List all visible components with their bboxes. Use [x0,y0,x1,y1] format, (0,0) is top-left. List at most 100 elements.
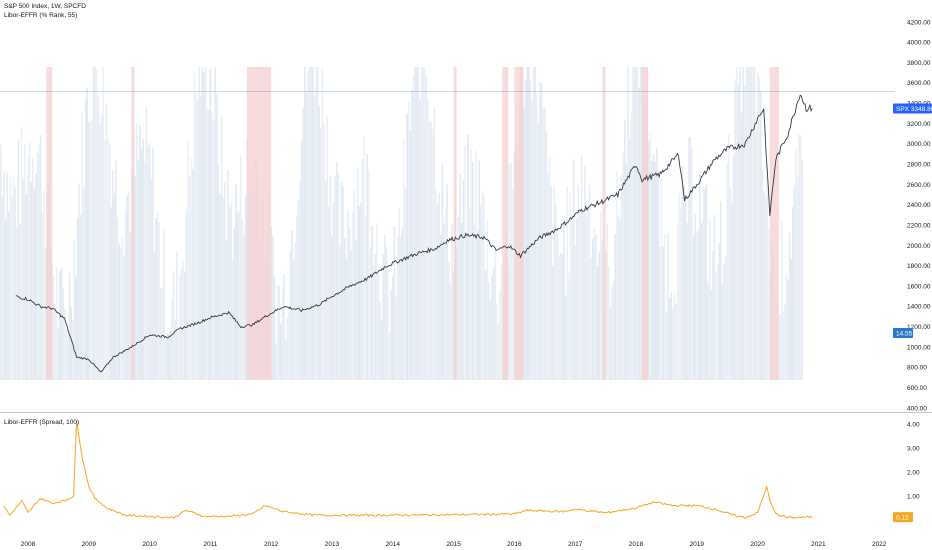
rank-column [342,186,344,380]
rank-column [688,136,690,380]
rank-column [284,340,287,380]
rank-column [100,113,103,380]
rank-column [532,67,535,380]
price-axis-tick: 2400.00 [907,202,931,209]
rank-column [393,226,396,380]
rank-column [640,67,642,380]
rank-column [104,141,106,380]
rank-column [449,285,452,380]
rank-column [654,161,656,380]
rank-column [65,329,68,380]
rank-column [160,287,162,380]
rank-column [736,67,738,380]
rank-column [480,204,482,380]
time-x-axis[interactable]: 2008 2009 2010 2011 2012 2013 2014 2015 2016 2017… [21,541,887,548]
rank-column [489,300,492,380]
rank-column [139,125,141,381]
rank-column [374,254,376,380]
rank-column [41,213,44,380]
rank-column [286,318,288,380]
red-highlight-band [642,67,649,380]
rank-column [126,195,128,380]
rank-column [300,140,303,380]
rank-column [299,181,301,380]
rank-column [211,112,213,381]
rank-column [656,148,658,380]
rank-column [32,158,34,380]
rank-column [123,255,125,380]
rank-column [443,223,445,380]
rank-column [713,214,716,380]
spread-axis-tick: 1.00 [907,493,920,500]
red-highlight-band [46,67,53,380]
rank-column [35,173,37,380]
rank-column [184,271,186,380]
rank-column [25,193,28,380]
rank-column [692,235,695,380]
rank-column [694,213,696,380]
rank-column [81,111,84,380]
rank-column [296,215,298,380]
spread-legend-title[interactable]: Libor-EFFR (Spread, 100) [4,419,80,426]
rank-column [444,207,447,380]
rank-column [232,260,234,380]
rank-column [144,161,146,380]
rank-column [499,290,501,380]
rank-column [4,220,7,380]
price-legend-title[interactable]: S&P 500 Index, 1W, SPCFD [4,3,86,10]
rank-column [241,219,244,380]
rank-column [134,175,136,380]
rank-column [323,122,325,380]
rank-legend-title[interactable]: Libor-EFFR (% Rank, 55) [4,12,78,19]
x-axis-tick: 2014 [386,541,401,548]
rank-column [272,236,274,380]
x-axis-tick: 2016 [507,541,522,548]
rank-column [161,288,164,380]
rank-column [89,118,92,380]
rank-column [510,162,512,380]
rank-column [513,152,516,380]
rank-column [483,194,485,380]
rank-column [427,99,429,381]
rank-column [523,109,525,380]
rank-column [396,236,399,380]
rank-column [171,298,173,380]
rank-column [744,85,746,381]
price-y-axis[interactable]: 4200.004000.003800.003600.003400.003200.… [907,19,931,412]
rank-column [244,196,247,380]
rank-column [108,143,111,380]
rank-column [784,303,786,380]
rank-column [364,216,367,380]
rank-column [315,67,317,380]
rank-column [96,68,98,380]
rank-column [414,67,416,380]
price-axis-tick: 600.00 [907,385,927,392]
rank-column [582,212,584,380]
rank-column [648,140,650,380]
rank-column [216,94,218,380]
rank-column [33,188,36,380]
rank-column [531,99,533,380]
rank-column [662,246,664,380]
rank-column [585,216,588,380]
rank-column [440,234,442,380]
rank-column [473,224,476,380]
rank-column [86,87,88,380]
rank-column [313,97,316,380]
rank-column [377,273,380,380]
rank-column [696,232,698,380]
rank-column [424,67,426,381]
rank-column [406,113,408,381]
rank-column [526,67,528,380]
rank-column [372,266,375,380]
rank-column [304,67,306,380]
rank-column [723,263,725,380]
rank-column [129,231,132,380]
rank-column [470,149,472,380]
rank-column [201,67,204,380]
rank-column [332,202,335,380]
spread-y-axis[interactable]: 4.00 3.00 2.00 1.00 [907,421,920,500]
rank-column [468,208,471,380]
rank-column [204,67,207,380]
